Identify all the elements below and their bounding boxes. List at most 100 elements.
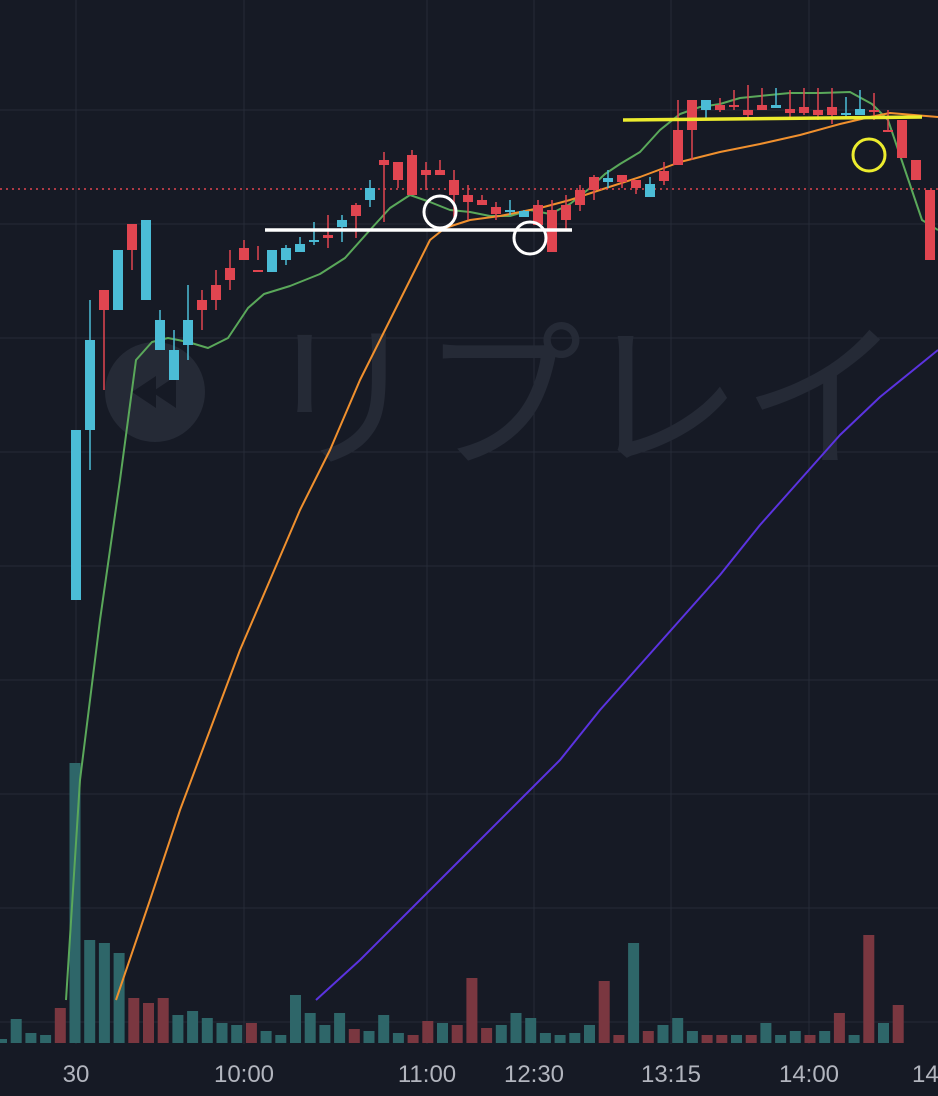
- volume-bar: [804, 1035, 816, 1043]
- candle-up: [197, 300, 207, 310]
- candle-down: [309, 240, 319, 242]
- candle-down: [267, 250, 277, 272]
- volume-bar: [525, 1018, 537, 1043]
- candle-up: [127, 224, 137, 250]
- candle-up: [631, 180, 641, 188]
- candle-up: [239, 248, 249, 260]
- candle-down: [141, 220, 151, 300]
- candle-down: [85, 340, 95, 430]
- volume-bar: [422, 1021, 434, 1043]
- candle-up: [211, 285, 221, 300]
- candle-up: [911, 160, 921, 180]
- volume-bar: [392, 1033, 404, 1043]
- candle-up: [687, 100, 697, 130]
- volume-bar: [437, 1023, 448, 1043]
- candle-up: [897, 120, 907, 158]
- candle-up: [757, 105, 767, 110]
- candle-up: [225, 268, 235, 280]
- candle-up: [659, 171, 669, 181]
- x-tick-label: 13:15: [641, 1061, 701, 1088]
- candle-up: [715, 105, 725, 110]
- candle-down: [281, 248, 291, 260]
- candle-down: [855, 109, 865, 115]
- volume-bar: [275, 1035, 287, 1043]
- volume-bar: [231, 1025, 243, 1043]
- volume-bar: [40, 1035, 52, 1043]
- volume-bar: [157, 998, 169, 1043]
- volume-bar: [143, 1003, 154, 1043]
- watermark: リプレイ: [105, 306, 902, 493]
- candle-up: [589, 177, 599, 190]
- candle-up: [323, 235, 333, 238]
- candle-up: [533, 205, 543, 225]
- candle-down: [365, 188, 375, 200]
- volume-bar: [775, 1035, 787, 1043]
- volume-bar: [760, 1023, 772, 1043]
- candle-up: [421, 170, 431, 175]
- volume-bar: [363, 1031, 375, 1043]
- candle-up: [435, 170, 445, 175]
- volume-bar: [451, 1025, 463, 1043]
- candle-up: [575, 190, 585, 205]
- candle-up: [743, 110, 753, 115]
- volume-bar: [539, 1033, 551, 1043]
- volume-bar: [481, 1028, 493, 1043]
- x-tick-label: 12:30: [504, 1061, 564, 1088]
- annotation-circle-white: [422, 194, 458, 230]
- x-tick-label: 14: [912, 1061, 938, 1088]
- volume-bar: [613, 1035, 625, 1043]
- volume-bar: [319, 1025, 331, 1043]
- candle-down: [645, 184, 655, 197]
- volume-bar: [863, 935, 875, 1043]
- volume-bar: [833, 1013, 845, 1043]
- candle-up: [407, 155, 417, 195]
- x-tick-label: 11:00: [398, 1061, 456, 1088]
- candle-up: [785, 109, 795, 113]
- candle-up: [617, 175, 627, 182]
- volume-bar: [334, 1013, 346, 1043]
- volume-bar: [54, 1008, 66, 1043]
- volume-bar: [628, 943, 640, 1043]
- volume-bar: [216, 1023, 228, 1043]
- candle-down: [183, 320, 193, 345]
- volume-bar: [892, 1005, 904, 1043]
- candle-up: [99, 290, 109, 310]
- candle-up: [351, 205, 361, 216]
- candle-up: [379, 160, 389, 165]
- volume-bar: [569, 1033, 581, 1043]
- annotations: [265, 115, 923, 256]
- replay-icon-arrow: [132, 376, 156, 408]
- volume-bar: [701, 1035, 713, 1043]
- candle-down: [505, 210, 515, 212]
- candle-up: [393, 162, 403, 180]
- candle-down: [519, 211, 529, 217]
- volume-bar: [495, 1025, 507, 1043]
- volume-bar: [789, 1031, 801, 1043]
- candle-up: [729, 105, 739, 107]
- volume-bar: [510, 1013, 522, 1043]
- candle-up: [827, 107, 837, 115]
- volume-bar: [598, 981, 610, 1043]
- x-axis: 30 10:00 11:00 12:30 13:15 14:00 14: [63, 1061, 938, 1088]
- candle-down: [71, 430, 81, 600]
- volume-bar: [304, 1013, 316, 1043]
- candle-up: [869, 110, 879, 112]
- candle-up: [253, 270, 263, 272]
- candle-up: [449, 180, 459, 195]
- volume-bar: [69, 763, 81, 1043]
- volume-bar: [686, 1031, 698, 1043]
- volume-bar: [172, 1015, 184, 1043]
- volume-bar: [466, 978, 478, 1043]
- volume-bar: [98, 943, 110, 1043]
- candle-down: [701, 100, 711, 110]
- candle-up: [883, 130, 893, 132]
- volume-bar: [128, 998, 140, 1043]
- volume-bar: [348, 1029, 360, 1043]
- volume-bar: [290, 995, 301, 1043]
- candle-down: [337, 220, 347, 227]
- candle-down: [113, 250, 123, 310]
- candle-up: [477, 200, 487, 205]
- x-tick-label: 10:00: [214, 1061, 274, 1088]
